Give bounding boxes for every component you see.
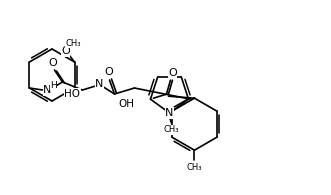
- Text: O: O: [48, 58, 57, 68]
- Text: H: H: [50, 81, 57, 90]
- Text: N: N: [165, 108, 174, 118]
- Text: HO: HO: [65, 89, 80, 99]
- Text: CH₃: CH₃: [164, 126, 179, 135]
- Text: OH: OH: [118, 99, 134, 109]
- Text: O: O: [104, 67, 113, 77]
- Text: N: N: [95, 79, 104, 89]
- Text: O: O: [61, 46, 70, 56]
- Text: O: O: [168, 68, 177, 78]
- Text: CH₃: CH₃: [66, 38, 81, 48]
- Text: CH₃: CH₃: [187, 163, 202, 172]
- Text: N: N: [43, 85, 52, 95]
